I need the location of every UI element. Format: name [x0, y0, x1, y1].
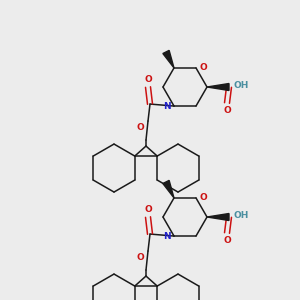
Polygon shape — [207, 214, 229, 220]
Text: OH: OH — [234, 211, 249, 220]
Text: O: O — [200, 63, 208, 72]
Text: O: O — [223, 106, 231, 115]
Text: N: N — [164, 232, 171, 241]
Polygon shape — [163, 50, 174, 68]
Text: O: O — [144, 75, 152, 84]
Text: O: O — [144, 205, 152, 214]
Text: O: O — [136, 253, 144, 262]
Text: N: N — [164, 102, 171, 111]
Text: O: O — [136, 123, 144, 132]
Text: O: O — [200, 194, 208, 202]
Text: O: O — [223, 236, 231, 245]
Text: OH: OH — [234, 80, 249, 89]
Polygon shape — [207, 83, 229, 91]
Polygon shape — [163, 180, 174, 198]
